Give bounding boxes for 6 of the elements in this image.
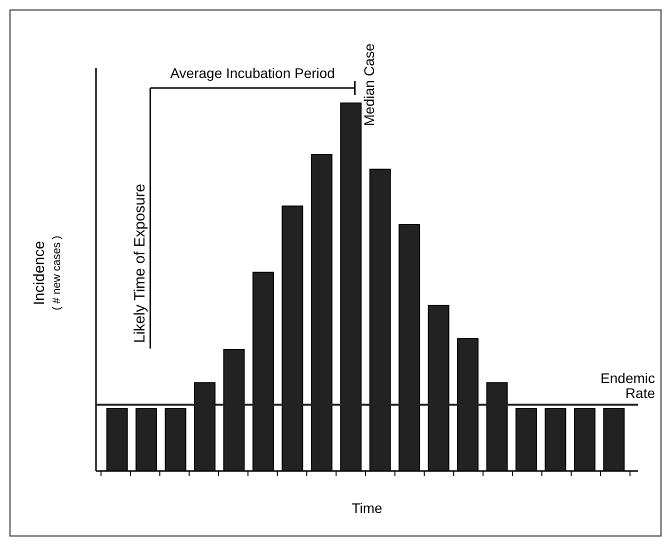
annotation: Likely Time of Exposure bbox=[131, 184, 148, 343]
x-axis-title: Time bbox=[352, 500, 383, 516]
text: Average Incubation Period bbox=[170, 65, 335, 81]
annotation: Median Case bbox=[360, 43, 377, 126]
y-axis-title: Incidence ( # new cases ) bbox=[31, 236, 63, 310]
ref-line-label: Endemic Rate bbox=[600, 370, 656, 401]
